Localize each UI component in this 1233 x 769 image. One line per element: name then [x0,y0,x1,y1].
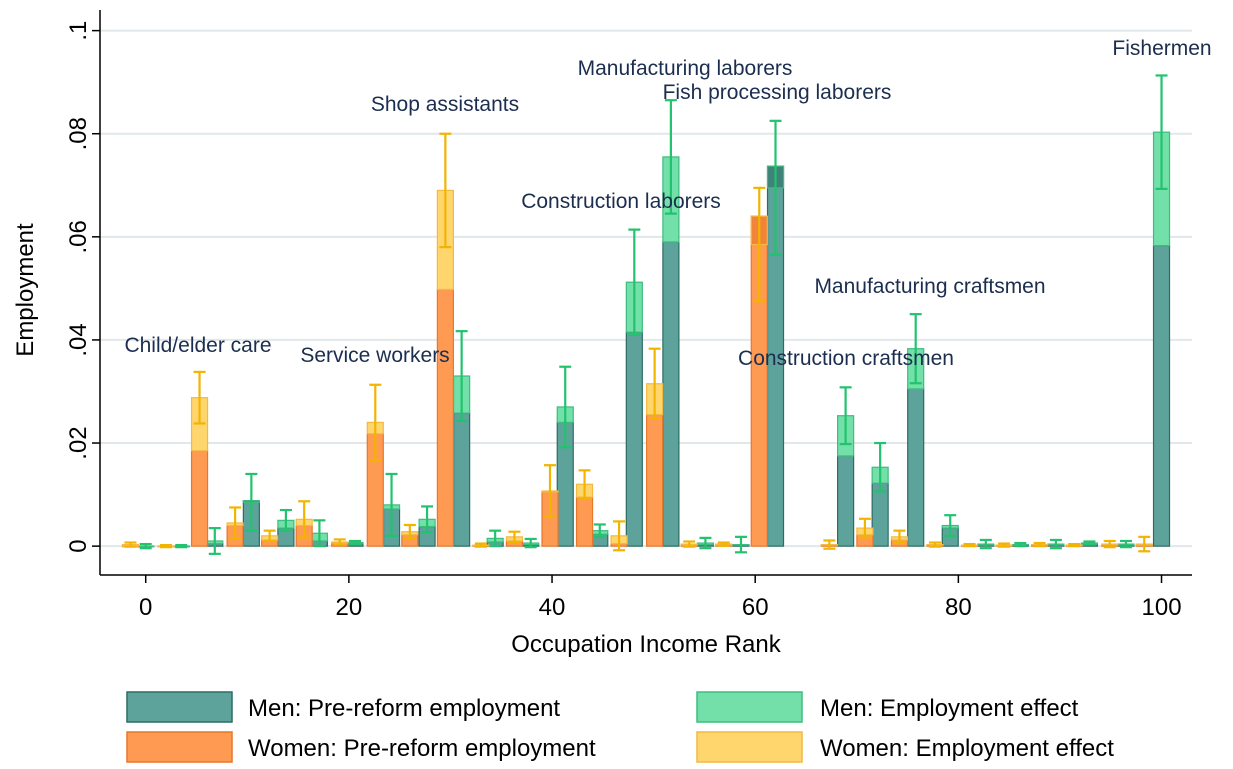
legend-label: Women: Employment effect [820,735,1114,762]
annotation: Manufacturing craftsmen [814,275,1045,298]
x-tick-label: 100 [1142,594,1182,621]
x-tick-label: 80 [945,594,972,621]
legend-swatch [696,731,803,763]
x-tick-label: 60 [742,594,769,621]
bar-pre [625,331,643,547]
legend-swatch [126,691,233,723]
bar-pre [646,414,664,547]
bar-pre [575,496,594,547]
annotation: Construction craftsmen [738,347,954,370]
bar-pre [837,455,855,547]
legend-swatch [696,691,803,723]
bar-pre [907,388,925,547]
bar-pre [453,412,471,547]
legend-swatch [126,731,233,763]
bar-pre [662,241,680,547]
x-tick-label: 20 [336,594,363,621]
x-axis-title: Occupation Income Rank [511,631,781,658]
y-axis-title: Employment [12,223,39,357]
x-tick-label: 40 [539,594,566,621]
y-tick-label: .04 [65,323,92,356]
legend-label: Men: Pre-reform employment [248,695,560,722]
annotation: Construction laborers [521,190,721,213]
annotation: Fish processing laborers [663,81,892,104]
y-tick-label: .1 [65,21,92,41]
y-tick-label: .02 [65,426,92,459]
annotation: Service workers [300,344,449,367]
bar-pre [871,482,889,547]
bar-pre [436,288,454,547]
legend-label: Men: Employment effect [820,695,1079,722]
y-tick-label: .06 [65,220,92,253]
annotation: Manufacturing laborers [578,57,793,80]
bar-pre [190,450,209,547]
bar-pre [1152,244,1171,547]
legend-label: Women: Pre-reform employment [248,735,596,762]
y-tick-label: 0 [65,539,92,552]
annotation: Fishermen [1112,37,1211,60]
annotation: Child/elder care [124,334,271,357]
annotation: Shop assistants [371,93,519,116]
y-tick-label: .08 [65,117,92,150]
x-tick-label: 0 [139,594,152,621]
